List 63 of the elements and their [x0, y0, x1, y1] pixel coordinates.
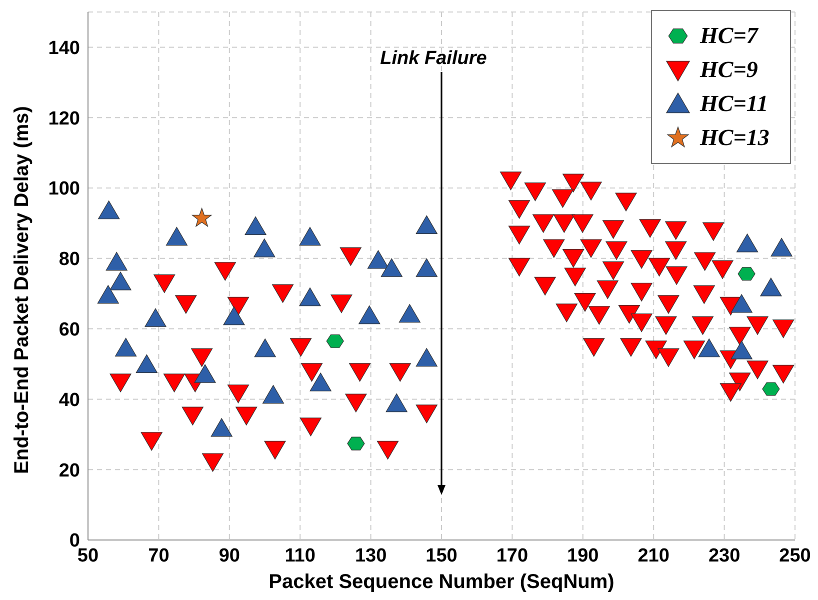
- point: [110, 272, 132, 290]
- x-tick-label: 90: [218, 545, 240, 566]
- point: [299, 288, 321, 306]
- point: [254, 338, 276, 358]
- point: [760, 278, 782, 296]
- point: [223, 306, 245, 326]
- point: [416, 258, 438, 277]
- legend-label: HC=7: [700, 23, 758, 49]
- legend-label: HC=11: [700, 91, 768, 117]
- point: [380, 258, 402, 277]
- ref-line-label: Link Failure: [380, 48, 488, 69]
- point: [730, 294, 752, 313]
- x-tick-label: 130: [354, 545, 387, 566]
- point: [326, 334, 344, 348]
- legend-label: HC=9: [700, 57, 758, 83]
- point: [210, 418, 232, 437]
- point: [97, 285, 119, 304]
- point: [136, 354, 158, 374]
- x-tick-label: 150: [426, 545, 458, 566]
- x-tick-label: 50: [77, 545, 99, 566]
- y-tick-label: 80: [58, 249, 80, 270]
- legend-label: HC=13: [700, 125, 770, 151]
- point: [144, 308, 166, 327]
- point: [310, 372, 332, 392]
- x-tick-label: 190: [567, 545, 599, 566]
- y-tick-label: 20: [58, 460, 80, 482]
- point: [738, 267, 756, 281]
- x-tick-label: 170: [496, 545, 528, 566]
- x-tick-label: 210: [638, 545, 670, 566]
- point: [398, 304, 420, 323]
- point: [736, 234, 758, 252]
- y-tick-label: 120: [48, 108, 80, 130]
- y-tick-label: 40: [58, 390, 80, 411]
- point: [262, 385, 284, 404]
- y-tick-label: 140: [48, 38, 80, 59]
- point: [254, 238, 276, 258]
- x-tick-label: 250: [779, 545, 811, 566]
- point: [358, 305, 380, 324]
- y-tick-label: 60: [58, 320, 80, 341]
- point: [115, 338, 137, 356]
- point: [98, 200, 120, 220]
- point: [386, 393, 408, 412]
- point: [730, 340, 752, 360]
- y-tick-label: 0: [69, 530, 80, 552]
- point: [106, 252, 128, 271]
- point: [367, 250, 390, 269]
- x-axis-title: Packet Sequence Number (SeqNum): [268, 571, 614, 593]
- point: [416, 215, 438, 234]
- point: [770, 238, 792, 256]
- point: [762, 382, 780, 396]
- point: [416, 348, 438, 367]
- point: [166, 226, 188, 246]
- x-tick-label: 110: [284, 545, 316, 566]
- point: [194, 364, 216, 383]
- x-tick-label: 70: [148, 545, 170, 566]
- y-axis-title: End-to-End Packet Delivery Delay (ms): [11, 106, 33, 474]
- y-tick-label: 100: [48, 178, 80, 200]
- point: [347, 436, 365, 450]
- point: [698, 338, 720, 358]
- x-tick-label: 230: [708, 545, 740, 566]
- point: [192, 208, 212, 227]
- point: [299, 226, 321, 246]
- point: [244, 216, 266, 236]
